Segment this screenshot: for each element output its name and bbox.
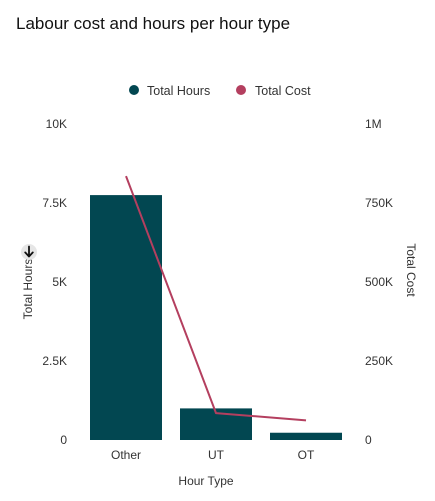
y-tick-label: 2.5K <box>42 354 67 368</box>
y-axis-title: Total Hours <box>21 259 35 320</box>
y-tick-label: 7.5K <box>42 196 67 210</box>
x-tick-label: UT <box>208 448 225 462</box>
y2-axis-title: Total Cost <box>404 243 418 297</box>
y2-tick-label: 250K <box>365 354 393 368</box>
y-tick-label: 10K <box>46 117 67 131</box>
x-axis-title: Hour Type <box>178 474 233 488</box>
y2-tick-label: 500K <box>365 275 393 289</box>
sort-descending-arrow-icon[interactable] <box>21 244 37 260</box>
legend-marker-total-cost <box>236 85 246 95</box>
y-axis-ticks: 0 2.5K 5K 7.5K 10K <box>42 117 67 447</box>
y-tick-label: 0 <box>60 433 67 447</box>
legend-label-total-cost[interactable]: Total Cost <box>255 84 311 98</box>
bar-series <box>90 195 342 440</box>
bar-other[interactable] <box>90 195 162 440</box>
chart-title: Labour cost and hours per hour type <box>16 14 291 33</box>
x-axis-ticks: Other UT OT <box>111 448 315 462</box>
line-series <box>125 175 307 422</box>
bar-ot[interactable] <box>270 432 342 440</box>
y2-tick-label: 750K <box>365 196 393 210</box>
y2-tick-label: 1M <box>365 117 382 131</box>
legend[interactable]: Total Hours Total Cost <box>129 84 311 98</box>
y2-axis-ticks: 0 250K 500K 750K 1M <box>365 117 393 447</box>
y2-tick-label: 0 <box>365 433 372 447</box>
x-tick-label: OT <box>298 448 315 462</box>
y-tick-label: 5K <box>52 275 67 289</box>
legend-label-total-hours[interactable]: Total Hours <box>147 84 210 98</box>
legend-marker-total-hours <box>129 85 139 95</box>
x-tick-label: Other <box>111 448 141 462</box>
